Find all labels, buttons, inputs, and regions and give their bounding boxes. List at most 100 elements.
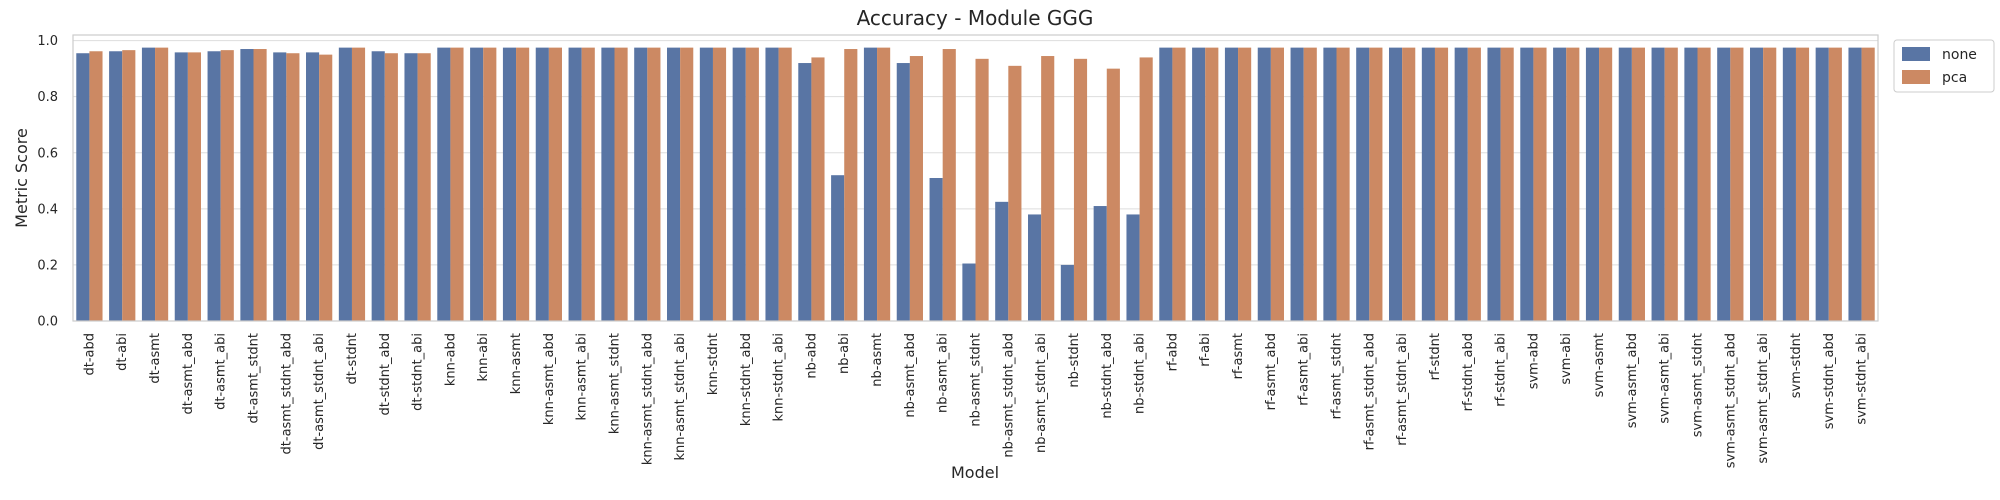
legend-swatch-none <box>1902 47 1930 61</box>
legend-label-pca: pca <box>1942 70 1967 86</box>
x-tick-label: dt-stdnt_abi <box>411 333 426 411</box>
bar-none-svm-stdnt_abi <box>1848 47 1862 322</box>
bar-pca-knn-asmt_abi <box>581 47 595 322</box>
x-tick-label: rf-stdnt_abd <box>1461 333 1476 411</box>
bar-none-knn-asmt_stdnt <box>601 47 615 322</box>
bar-pca-knn-asmt <box>516 47 530 322</box>
bar-none-rf-asmt_abi <box>1290 47 1304 322</box>
bar-pca-rf-stdnt_abd <box>1467 47 1481 322</box>
x-tick-label: svm-stdnt_abd <box>1822 333 1837 429</box>
bar-pca-nb-asmt_abd <box>909 56 923 321</box>
bar-pca-svm-stdnt_abd <box>1828 47 1842 322</box>
x-tick-label: dt-asmt_stdnt <box>247 333 262 424</box>
bar-none-svm-asmt_abi <box>1651 47 1665 322</box>
x-axis-title: Model <box>951 463 999 482</box>
x-tick-label: rf-asmt_abi <box>1297 333 1312 406</box>
bar-none-dt-stdnt_abi <box>404 53 418 321</box>
x-tick-label: dt-asmt_stdnt_abi <box>312 333 327 450</box>
x-tick-label: dt-asmt <box>148 333 163 384</box>
x-tick-labels: dt-abd dt-abi dt-asmt dt-asmt_abd dt-asmt_ab… <box>82 333 1869 468</box>
y-tick-label: 0.8 <box>37 90 58 105</box>
x-tick-label: svm-asmt_stdnt_abi <box>1756 333 1771 464</box>
x-tick-label: rf-stdnt <box>1428 333 1443 380</box>
bar-pca-nb-abi <box>844 49 858 322</box>
x-tick-label: rf-asmt_stdnt_abd <box>1362 333 1377 450</box>
x-tick-label: svm-abi <box>1559 333 1574 385</box>
bar-none-dt-abi <box>109 51 123 321</box>
bar-none-nb-asmt <box>863 47 878 322</box>
bar-none-knn-abi <box>470 47 484 322</box>
bar-none-knn-asmt_abd <box>535 47 549 322</box>
x-tick-label: svm-asmt_stdnt_abd <box>1723 333 1738 468</box>
bar-none-nb-asmt_abi <box>929 178 943 321</box>
x-tick-label: dt-stdnt_abd <box>378 333 393 415</box>
bar-pca-dt-abd <box>89 51 103 321</box>
bar-none-svm-asmt_abd <box>1618 47 1632 322</box>
bar-pca-rf-abd <box>1172 47 1186 322</box>
bar-pca-nb-abd <box>811 57 825 322</box>
bar-none-dt-asmt_stdnt <box>240 49 254 322</box>
bar-pca-dt-asmt_abi <box>220 50 234 321</box>
bar-pca-dt-asmt_abd <box>187 52 201 321</box>
bar-pca-nb-stdnt_abd <box>1106 68 1120 322</box>
bar-pca-knn-asmt_stdnt_abd <box>647 47 661 322</box>
x-tick-label: rf-abi <box>1198 333 1213 367</box>
bar-pca-dt-stdnt <box>351 47 366 322</box>
x-tick-label: nb-stdnt <box>1067 333 1082 388</box>
bar-none-knn-abd <box>437 47 451 322</box>
bar-none-dt-abd <box>76 53 90 321</box>
legend: none pca <box>1893 39 1995 93</box>
x-tick-label: dt-stdnt <box>345 333 360 385</box>
x-tick-label: knn-asmt_abi <box>575 333 590 421</box>
bar-none-svm-asmt_stdnt_abd <box>1717 47 1731 322</box>
bar-pca-nb-stdnt_abi <box>1139 57 1153 322</box>
bar-pca-nb-asmt_stdnt_abd <box>1008 65 1022 321</box>
x-tick-label: svm-stdnt <box>1789 333 1804 398</box>
bar-pca-knn-stdnt <box>712 47 727 322</box>
bar-none-svm-abi <box>1553 47 1567 322</box>
bar-pca-rf-asmt_abd <box>1270 47 1284 322</box>
x-tick-label: knn-stdnt <box>706 333 721 395</box>
bar-none-dt-asmt_stdnt_abi <box>306 52 320 321</box>
x-tick-label: dt-asmt_abd <box>181 333 196 415</box>
bar-pca-nb-stdnt <box>1073 58 1088 321</box>
bar-none-dt-stdnt_abd <box>371 51 385 321</box>
bar-none-dt-asmt <box>141 47 156 322</box>
x-tick-label: rf-stdnt_abi <box>1494 333 1509 407</box>
bar-none-nb-abi <box>831 175 845 321</box>
x-tick-label: knn-abi <box>476 333 491 382</box>
x-tick-label: nb-asmt_abd <box>903 333 918 418</box>
x-tick-label: svm-asmt_abi <box>1658 333 1673 424</box>
bar-none-svm-asmt_stdnt <box>1684 47 1698 322</box>
bar-pca-svm-asmt <box>1599 47 1613 322</box>
bar-none-rf-stdnt_abi <box>1487 47 1501 322</box>
plot-frame <box>72 34 1879 322</box>
bar-none-dt-asmt_abi <box>207 51 221 321</box>
bar-none-knn-asmt_abi <box>568 47 582 322</box>
bar-pca-dt-stdnt_abi <box>417 53 431 321</box>
x-tick-label: nb-stdnt_abd <box>1100 333 1115 419</box>
bar-pca-svm-stdnt <box>1795 47 1810 322</box>
bar-pca-dt-asmt <box>155 47 169 322</box>
bar-pca-rf-abi <box>1205 47 1219 322</box>
x-tick-label: rf-asmt_stdnt <box>1330 333 1345 419</box>
x-tick-label: rf-asmt_stdnt_abi <box>1395 333 1410 446</box>
bar-pca-rf-asmt_abi <box>1303 47 1317 322</box>
x-tick-label: svm-stdnt_abi <box>1855 333 1870 425</box>
bar-none-rf-asmt_abd <box>1257 47 1271 322</box>
x-tick-label: knn-stdnt_abi <box>772 333 787 422</box>
bar-pca-rf-asmt_stdnt <box>1336 47 1350 322</box>
bar-none-knn-stdnt <box>699 47 713 322</box>
bar-pca-nb-asmt_abi <box>942 49 956 322</box>
x-tick-label: rf-asmt <box>1231 333 1246 379</box>
x-tick-label: knn-abd <box>443 333 458 386</box>
y-tick-label: 0.2 <box>37 258 58 273</box>
bar-none-rf-asmt_stdnt_abd <box>1356 47 1370 322</box>
bar-none-svm-stdnt_abd <box>1815 47 1829 322</box>
bar-pca-knn-abd <box>450 47 464 322</box>
x-tick-label: dt-asmt_abi <box>214 333 229 410</box>
x-tick-label: knn-asmt_abd <box>542 333 557 425</box>
bar-none-rf-asmt_stdnt_abi <box>1389 47 1403 322</box>
bars <box>76 47 1875 322</box>
